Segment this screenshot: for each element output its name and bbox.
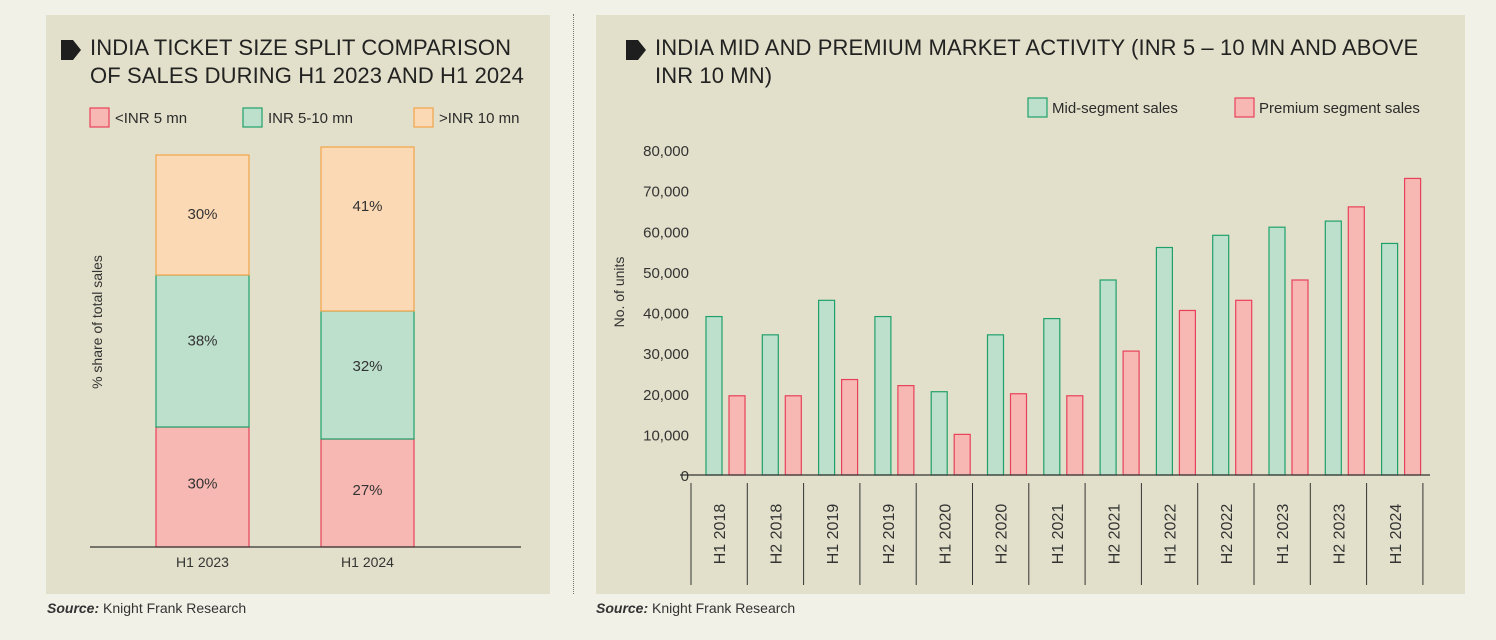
x-tick-label: H1 2023 xyxy=(176,554,229,570)
mid-segment-bar xyxy=(874,315,892,476)
x-tick-label: H1 2021 xyxy=(1050,504,1067,565)
legend-label: >INR 10 mn xyxy=(439,110,519,127)
mid-segment-bar xyxy=(1268,226,1286,476)
y-tick-label: 50,000 xyxy=(643,265,689,282)
y-tick-label: 70,000 xyxy=(643,184,689,201)
x-tick-label: H1 2019 xyxy=(825,504,842,565)
panel-divider xyxy=(573,14,574,594)
x-tick-label: H2 2019 xyxy=(881,504,898,565)
data-label: 30% xyxy=(187,475,217,492)
data-label: 32% xyxy=(352,358,382,375)
premium-segment-bar xyxy=(1122,350,1140,476)
right-chart-title-line1: INDIA MID AND PREMIUM MARKET ACTIVITY (I… xyxy=(655,35,1419,60)
legend-label: INR 5-10 mn xyxy=(268,110,353,127)
mid-segment-bar xyxy=(817,299,836,476)
y-tick-label: 20,000 xyxy=(643,387,689,404)
legend-label: Mid-segment sales xyxy=(1052,100,1178,117)
premium-segment-bar xyxy=(1347,206,1365,476)
mid-segment-bar xyxy=(930,391,948,476)
y-tick-label: 10,000 xyxy=(643,427,689,444)
mid-segment-bar xyxy=(705,315,723,476)
premium-segment-bar xyxy=(1235,299,1253,476)
stacked-bar-segment xyxy=(155,274,250,428)
x-tick-label: H1 2022 xyxy=(1163,504,1180,565)
mid-segment-bar xyxy=(1212,234,1230,476)
grouped-bar-chart: Mid-segment sales Premium segment sales N… xyxy=(611,97,1430,585)
right-source-text: Knight Frank Research xyxy=(652,600,796,616)
x-tick-label: H2 2020 xyxy=(994,504,1011,565)
title-marker-icon xyxy=(61,40,81,60)
legend-swatch xyxy=(1027,97,1048,118)
premium-segment-bar xyxy=(1178,309,1197,476)
x-tick-label: H1 2023 xyxy=(1275,504,1292,565)
right-source-label: Source: xyxy=(596,600,649,616)
mid-segment-bar xyxy=(1099,279,1117,476)
data-label: 41% xyxy=(352,198,382,215)
y-tick-label: 40,000 xyxy=(643,306,689,323)
x-tick-label: H1 2020 xyxy=(937,504,954,565)
x-tick-label: H1 2018 xyxy=(712,504,729,565)
mid-segment-bar xyxy=(1380,242,1399,476)
legend-label: <INR 5 mn xyxy=(115,110,187,127)
legend-swatch xyxy=(89,107,110,128)
premium-segment-bar xyxy=(1009,393,1028,476)
left-source-text: Knight Frank Research xyxy=(103,600,247,616)
left-x-tick-labels: H1 2023 H1 2024 xyxy=(176,554,394,570)
legend-label: Premium segment sales xyxy=(1259,100,1420,117)
right-y-tick-labels: 0 10,000 20,000 30,000 40,000 50,000 60,000 70,… xyxy=(643,143,689,485)
stacked-bar-segment xyxy=(155,154,250,276)
right-y-axis-label: No. of units xyxy=(611,257,627,328)
title-marker-icon xyxy=(626,40,646,60)
legend-swatch xyxy=(1234,97,1255,118)
stacked-bar-segment xyxy=(320,438,415,548)
right-chart-title-line2: INR 10 MN) xyxy=(655,63,773,88)
legend-swatch xyxy=(242,107,263,128)
mid-segment-bar xyxy=(1043,317,1061,476)
y-tick-label: 0 xyxy=(681,468,689,485)
left-chart-title: INDIA TICKET SIZE SPLIT COMPARISON OF SA… xyxy=(90,34,524,90)
premium-segment-bar xyxy=(897,385,915,476)
premium-segment-bar xyxy=(1066,395,1084,476)
left-bars: 30% 38% 30% 27% 32% 41% xyxy=(155,146,415,548)
premium-segment-bar xyxy=(1403,177,1422,476)
right-source-note: Source: Knight Frank Research xyxy=(596,600,795,616)
left-legend: <INR 5 mn INR 5-10 mn >INR 10 mn xyxy=(89,107,519,128)
x-tick-label: H2 2021 xyxy=(1106,504,1123,565)
data-label: 38% xyxy=(187,332,217,349)
right-x-tick-labels: H1 2018 H2 2018 H1 2019 H2 2019 H1 2020 H2 20… xyxy=(690,483,1424,585)
x-tick-label: H2 2018 xyxy=(768,504,785,565)
premium-segment-bar xyxy=(840,378,859,476)
x-tick-label: H1 2024 xyxy=(1388,504,1405,565)
premium-segment-bar xyxy=(953,433,971,476)
mid-segment-bar xyxy=(986,334,1005,476)
mid-segment-bar xyxy=(1155,246,1174,476)
stacked-bar-segment xyxy=(320,310,415,440)
right-legend: Mid-segment sales Premium segment sales xyxy=(1027,97,1420,118)
right-chart-title: INDIA MID AND PREMIUM MARKET ACTIVITY (I… xyxy=(655,34,1418,90)
mid-segment-bar xyxy=(761,334,779,476)
premium-segment-bar xyxy=(728,395,746,476)
stacked-bar-segment xyxy=(320,146,415,312)
y-tick-label: 80,000 xyxy=(643,143,689,160)
premium-segment-bar xyxy=(784,395,802,476)
mid-segment-bar xyxy=(1324,220,1342,476)
left-source-label: Source: xyxy=(47,600,100,616)
left-chart-title-line1: INDIA TICKET SIZE SPLIT COMPARISON xyxy=(90,35,512,60)
data-label: 27% xyxy=(352,482,382,499)
left-y-axis-label: % share of total sales xyxy=(89,255,105,389)
y-tick-label: 60,000 xyxy=(643,224,689,241)
stacked-bar-segment xyxy=(155,426,250,548)
left-chart-title-line2: OF SALES DURING H1 2023 AND H1 2024 xyxy=(90,63,524,88)
x-tick-label: H1 2024 xyxy=(341,554,394,570)
y-tick-label: 30,000 xyxy=(643,346,689,363)
left-chart-panel xyxy=(46,15,550,594)
right-bars xyxy=(705,177,1422,476)
data-label: 30% xyxy=(187,206,217,223)
legend-swatch xyxy=(413,107,434,128)
stacked-bar-chart: <INR 5 mn INR 5-10 mn >INR 10 mn % share o… xyxy=(89,107,521,570)
x-tick-label: H2 2023 xyxy=(1331,504,1348,565)
x-tick-label: H2 2022 xyxy=(1219,504,1236,565)
premium-segment-bar xyxy=(1291,279,1309,476)
left-source-note: Source: Knight Frank Research xyxy=(47,600,246,616)
